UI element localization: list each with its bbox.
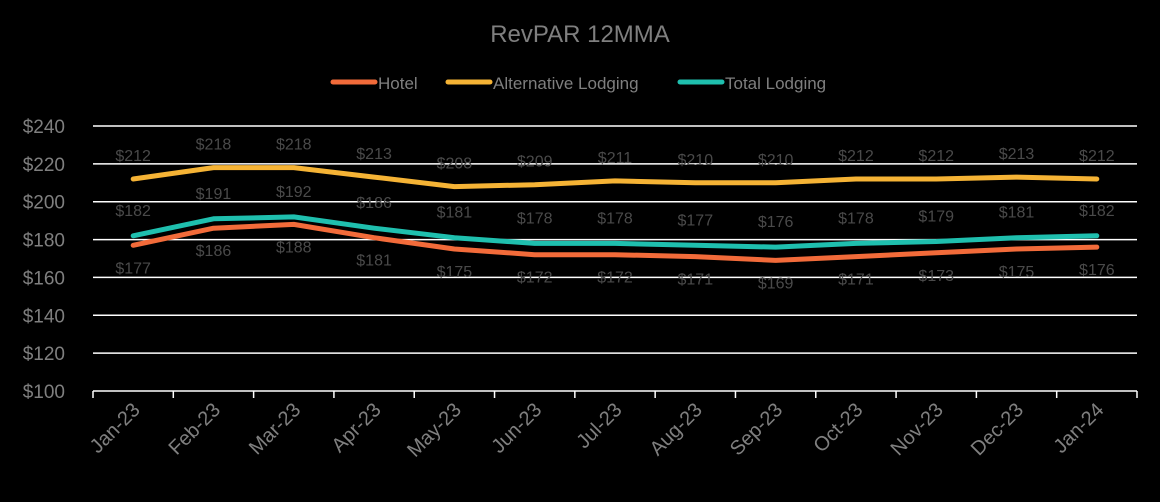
data-label-hotel: $175 xyxy=(999,264,1035,281)
data-label-total-lodging: $186 xyxy=(356,195,392,212)
y-tick-label: $120 xyxy=(23,344,65,365)
x-axis: Jan-23 Feb-23 Mar-23 Apr-23 May-23 Jun-23 Jul-… xyxy=(86,390,1138,462)
data-label-hotel: $186 xyxy=(196,243,232,260)
x-tick-label: Nov-23 xyxy=(887,399,948,460)
x-tick-label: May-23 xyxy=(403,399,466,462)
series-lines xyxy=(130,165,1100,263)
data-label-alternative-lodging: $210 xyxy=(758,152,794,169)
data-label-alternative-lodging: $208 xyxy=(437,156,473,173)
gridlines xyxy=(93,125,1137,354)
data-label-total-lodging: $178 xyxy=(838,210,874,227)
data-label-hotel: $171 xyxy=(678,272,714,289)
data-label-total-lodging: $182 xyxy=(115,203,151,220)
y-axis: $100 $120 $140 $160 $180 $200 $220 $240 xyxy=(23,117,65,403)
data-labels: $177 $186 $188 $181 $175 $172 $172 $171 $169 $171… xyxy=(115,137,1114,293)
series-line-hotel xyxy=(130,221,1100,263)
data-label-hotel: $175 xyxy=(437,264,473,281)
chart-title: RevPAR 12MMA xyxy=(490,21,670,48)
y-tick-label: $140 xyxy=(23,306,65,327)
x-tick-label: Sep-23 xyxy=(726,399,787,460)
x-tick-label: Dec-23 xyxy=(967,399,1028,460)
x-tick-label: Jan-24 xyxy=(1050,399,1109,458)
data-label-total-lodging: $181 xyxy=(437,205,473,222)
y-tick-label: $200 xyxy=(23,193,65,214)
data-label-total-lodging: $181 xyxy=(999,205,1035,222)
data-label-alternative-lodging: $210 xyxy=(678,152,714,169)
legend-label-total-lodging: Total Lodging xyxy=(725,74,826,93)
data-label-alternative-lodging: $218 xyxy=(276,137,312,154)
x-tick-label: Jul-23 xyxy=(572,399,626,453)
x-tick-label: Oct-23 xyxy=(809,399,867,457)
data-label-hotel: $177 xyxy=(115,260,151,277)
data-label-alternative-lodging: $212 xyxy=(115,148,151,165)
y-tick-label: $100 xyxy=(23,382,65,403)
x-tick-label: Apr-23 xyxy=(328,399,386,457)
data-label-alternative-lodging: $212 xyxy=(918,148,954,165)
data-label-hotel: $171 xyxy=(838,272,874,289)
data-label-total-lodging: $179 xyxy=(918,208,954,225)
data-label-alternative-lodging: $218 xyxy=(196,137,232,154)
data-label-alternative-lodging: $213 xyxy=(999,146,1035,163)
data-label-total-lodging: $178 xyxy=(517,210,553,227)
data-label-hotel: $169 xyxy=(758,275,794,292)
data-label-alternative-lodging: $213 xyxy=(356,146,392,163)
legend-label-alternative-lodging: Alternative Lodging xyxy=(493,74,639,93)
data-label-alternative-lodging: $209 xyxy=(517,154,553,171)
data-label-hotel: $172 xyxy=(597,270,633,287)
x-tick-label: Feb-23 xyxy=(165,399,225,459)
data-label-hotel: $176 xyxy=(1079,262,1115,279)
data-label-alternative-lodging: $212 xyxy=(1079,148,1115,165)
y-tick-label: $180 xyxy=(23,231,65,252)
data-label-total-lodging: $178 xyxy=(597,210,633,227)
series-line-total-lodging xyxy=(130,214,1100,250)
y-tick-label: $240 xyxy=(23,117,65,138)
data-label-total-lodging: $177 xyxy=(678,212,714,229)
data-label-alternative-lodging: $211 xyxy=(598,150,633,167)
data-label-total-lodging: $182 xyxy=(1079,203,1115,220)
legend: Hotel Alternative Lodging Total Lodging xyxy=(330,74,826,93)
data-label-hotel: $172 xyxy=(517,270,553,287)
data-label-total-lodging: $176 xyxy=(758,214,794,231)
data-label-hotel: $173 xyxy=(918,268,954,285)
x-tick-label: Mar-23 xyxy=(245,399,305,459)
y-tick-label: $160 xyxy=(23,268,65,289)
data-label-alternative-lodging: $212 xyxy=(838,148,874,165)
data-label-total-lodging: $192 xyxy=(276,184,312,201)
data-label-total-lodging: $191 xyxy=(196,186,232,203)
legend-label-hotel: Hotel xyxy=(378,74,418,93)
data-label-hotel: $188 xyxy=(276,239,312,256)
x-tick-label: Aug-23 xyxy=(646,399,707,460)
data-label-hotel: $181 xyxy=(356,253,392,270)
y-tick-label: $220 xyxy=(23,155,65,176)
x-tick-label: Jun-23 xyxy=(487,399,546,458)
series-line-alternative-lodging xyxy=(130,165,1100,190)
x-tick-label: Jan-23 xyxy=(86,399,145,458)
